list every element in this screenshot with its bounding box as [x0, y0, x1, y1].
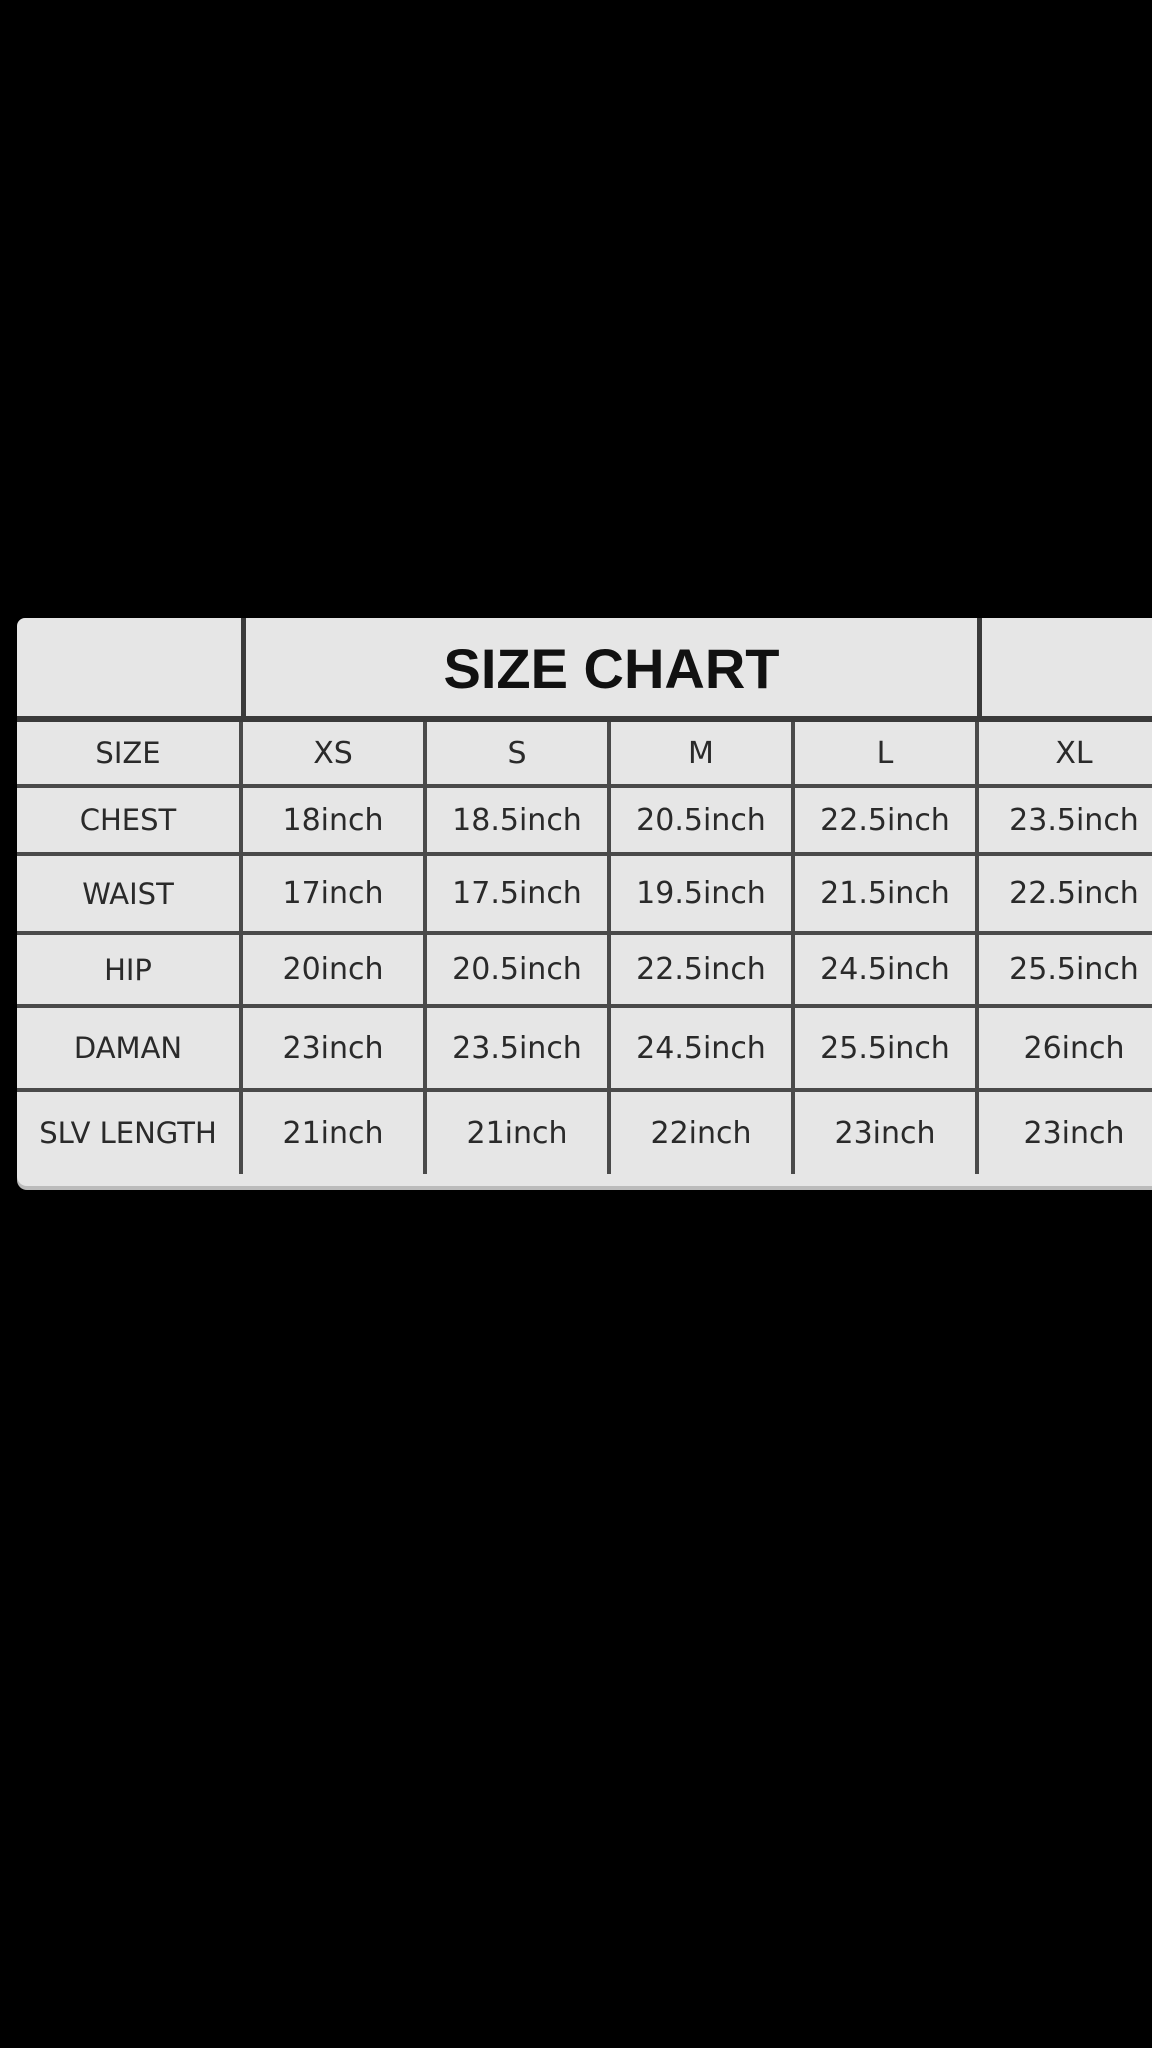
row-label: HIP: [17, 935, 243, 1004]
size-header-cell: S: [427, 722, 611, 784]
measurement-cell: 25.5inch: [1009, 952, 1139, 987]
size-header-cell: XS: [243, 722, 427, 784]
measurement-cell: 18inch: [243, 788, 427, 852]
table-row: SLV LENGTH 21inch 21inch 22inch 23inch 23inch: [17, 1092, 1152, 1174]
measurement-cell: 22.5inch: [611, 935, 795, 1004]
measurement-cell: 24.5inch: [795, 935, 979, 1004]
measurement-cell: 21inch: [427, 1092, 611, 1174]
row-label: SIZE: [17, 722, 243, 784]
size-header-cell: L: [795, 722, 979, 784]
measurement-cell: 22.5inch: [1009, 876, 1139, 911]
measurement-cell: 23inch: [1023, 1115, 1125, 1151]
title-row: SIZE CHART: [17, 618, 1152, 719]
measurement-cell: 22.5inch: [795, 788, 979, 852]
table-row: HIP 20inch 20.5inch 22.5inch 24.5inch 25.5inc…: [17, 935, 1152, 1008]
table-row: DAMAN 23inch 23.5inch 24.5inch 25.5inch 26inc…: [17, 1008, 1152, 1092]
measurement-cell: 22inch: [611, 1092, 795, 1174]
row-label: CHEST: [17, 788, 243, 852]
measurement-cell: 21.5inch: [795, 856, 979, 931]
header-row: SIZE XS S M L XL: [17, 722, 1152, 788]
measurement-cell: 23inch: [795, 1092, 979, 1174]
measurement-cell: 23inch: [243, 1008, 427, 1088]
measurement-cell: 17inch: [243, 856, 427, 931]
measurement-cell: 21inch: [243, 1092, 427, 1174]
measurement-cell: 20.5inch: [611, 788, 795, 852]
chart-title: SIZE CHART: [246, 618, 982, 719]
table-row: CHEST 18inch 18.5inch 20.5inch 22.5inch 23.5i…: [17, 788, 1152, 856]
row-label: SLV LENGTH: [17, 1092, 243, 1174]
measurement-cell: 24.5inch: [611, 1008, 795, 1088]
title-blank-cell: [17, 618, 246, 719]
row-label: WAIST: [17, 856, 243, 931]
size-header-cell: M: [611, 722, 795, 784]
measurement-cell: 23.5inch: [1009, 802, 1139, 838]
measurement-cell: 19.5inch: [611, 856, 795, 931]
measurement-cell: 17.5inch: [427, 856, 611, 931]
measurement-cell: 20.5inch: [427, 935, 611, 1004]
measurement-cell: 18.5inch: [427, 788, 611, 852]
measurement-cell: 26inch: [1023, 1030, 1125, 1066]
measurement-cell: 23.5inch: [427, 1008, 611, 1088]
row-label: DAMAN: [17, 1008, 243, 1088]
size-header-cell: XL: [1055, 735, 1093, 771]
table-row: WAIST 17inch 17.5inch 19.5inch 21.5inch 22.5i…: [17, 856, 1152, 935]
measurement-cell: 20inch: [243, 935, 427, 1004]
divider: [17, 716, 1152, 722]
measurement-cell: 25.5inch: [795, 1008, 979, 1088]
